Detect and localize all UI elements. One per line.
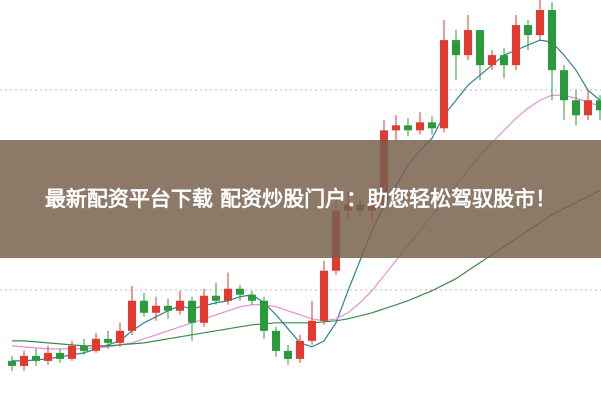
- banner: 最新配资平台下载 配资炒股门户：助您轻松驾驭股市！: [0, 140, 601, 258]
- banner-title: 最新配资平台下载 配资炒股门户：助您轻松驾驭股市！: [44, 187, 557, 211]
- candle-body: [104, 338, 112, 343]
- candle-body: [92, 338, 100, 351]
- candle-body: [536, 10, 544, 36]
- candle-body: [152, 305, 160, 313]
- candle-body: [56, 352, 64, 359]
- candle-body: [140, 300, 148, 313]
- candle-body: [248, 294, 256, 301]
- candle-body: [548, 10, 556, 71]
- candle-body: [524, 25, 532, 36]
- candle-body: [128, 300, 136, 331]
- candle-body: [404, 125, 412, 131]
- candle-body: [596, 100, 601, 111]
- candle-body: [32, 355, 40, 361]
- candle-body: [392, 125, 400, 131]
- candle-body: [80, 345, 88, 351]
- candle-body: [164, 305, 172, 311]
- candle-body: [488, 55, 496, 66]
- candle-body: [260, 300, 268, 331]
- candle-body: [236, 288, 244, 295]
- candle-body: [560, 70, 568, 101]
- candle-body: [68, 345, 76, 359]
- candle-body: [176, 300, 184, 311]
- candle-body: [212, 295, 220, 301]
- candle-body: [116, 330, 124, 343]
- candle-body: [224, 288, 232, 301]
- candle-body: [200, 295, 208, 323]
- candle-body: [44, 352, 52, 361]
- candle-body: [8, 360, 16, 366]
- candle-body: [440, 40, 448, 129]
- candle-body: [20, 355, 28, 366]
- candle-body: [452, 40, 460, 56]
- candle-body: [320, 270, 328, 321]
- candle-body: [572, 100, 580, 116]
- candle-body: [428, 122, 436, 129]
- average-line: [11, 94, 601, 350]
- candle-body: [308, 320, 316, 341]
- candle-body: [476, 30, 484, 66]
- candle-body: [272, 330, 280, 351]
- candle-body: [464, 30, 472, 56]
- candle-body: [284, 350, 292, 359]
- candle-body: [188, 300, 196, 323]
- candle-body: [584, 100, 592, 116]
- candle-body: [296, 340, 304, 359]
- candle-body: [416, 122, 424, 131]
- candle-body: [500, 55, 508, 66]
- candle-body: [512, 25, 520, 66]
